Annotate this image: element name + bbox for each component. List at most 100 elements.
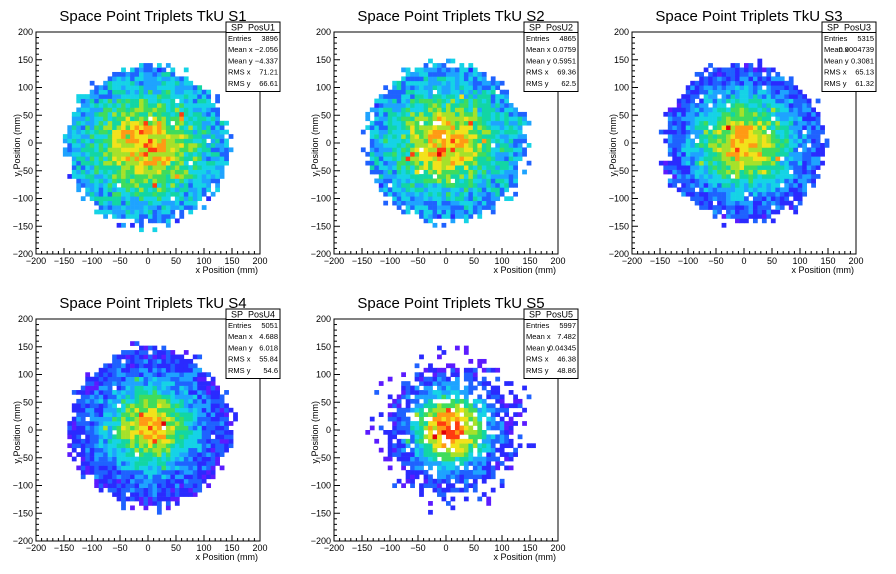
heatmap-cell [423,111,429,117]
heatmap-cell [392,125,398,130]
heatmap-cell [139,461,144,466]
heatmap-cell [183,196,189,202]
heatmap-cell [499,120,505,126]
heatmap-cell [130,165,135,170]
heatmap-cell [708,120,713,126]
heatmap-cell [472,461,478,466]
heatmap-cell [148,80,153,86]
heatmap-cell [161,381,167,386]
heatmap-cell [508,156,514,162]
heatmap-cell [477,381,483,386]
heatmap-cell [437,483,442,489]
heatmap-cell [148,103,153,108]
heatmap-cell [165,438,171,444]
heatmap-cell [437,487,442,493]
heatmap-cell [116,156,122,162]
heatmap-cell [369,416,375,422]
heatmap-cell [165,474,171,480]
heatmap-cell [784,120,790,126]
heatmap-cell [459,63,465,68]
stats-row-value: 5051 [261,321,278,330]
heatmap-cell [735,165,740,170]
heatmap-cell [130,134,135,139]
heatmap-cell [712,134,718,139]
heatmap-cell [188,94,194,99]
heatmap-cell [508,147,514,153]
heatmap-cell [98,174,104,179]
heatmap-cell [490,182,496,188]
heatmap-cell [486,147,492,153]
heatmap-cell [201,191,207,197]
heatmap-cell [463,478,469,484]
heatmap-cell [694,160,700,166]
heatmap-cell [793,169,799,175]
heatmap-cell [134,461,140,466]
heatmap-cell [712,94,718,99]
heatmap-cell [468,430,474,435]
heatmap-cell [103,165,108,170]
heatmap-cell [770,147,776,153]
heatmap-cell [775,98,781,104]
heatmap-cell [121,107,126,113]
heatmap-cell [757,94,763,99]
heatmap-cell [188,125,194,130]
x-tick-label: −100 [82,543,102,553]
heatmap-cell [98,447,104,453]
heatmap-cell [428,85,433,91]
heatmap-cell [472,465,478,471]
heatmap-cell [811,178,816,184]
heatmap-cell [450,200,456,206]
heatmap-cell [414,394,420,400]
heatmap-cell [472,80,478,86]
heatmap-cell [89,381,95,386]
heatmap-cell [143,385,149,391]
heatmap-cell [174,492,180,497]
heatmap-cell [210,394,216,400]
heatmap-cell [206,160,212,166]
heatmap-cell [143,496,149,502]
heatmap-cell [210,452,216,457]
heatmap-cell [744,196,749,202]
heatmap-cell [441,474,447,480]
heatmap-cell [410,205,415,210]
heatmap-cell [744,107,749,113]
heatmap-cell [143,438,149,444]
heatmap-cell [793,103,799,108]
heatmap-cell [112,94,117,99]
heatmap-cell [446,394,451,400]
heatmap-cell [401,94,406,99]
heatmap-cell [206,196,212,202]
heatmap-cell [752,120,758,126]
heatmap-cell [775,182,781,188]
heatmap-cell [441,385,447,391]
heatmap-cell [80,138,86,144]
heatmap-cell [392,416,398,422]
heatmap-cell [401,412,406,417]
heatmap-cell [726,116,731,122]
heatmap-cell [495,129,501,135]
heatmap-cell [401,103,406,108]
heatmap-cell [490,456,496,462]
heatmap-cell [454,381,460,386]
heatmap-cell [94,461,100,466]
heatmap-cell [468,367,474,373]
heatmap-cell [748,111,754,117]
heatmap-cell [432,71,438,77]
heatmap-cell [450,505,456,511]
heatmap-cell [139,345,144,351]
heatmap-cell [441,151,447,157]
heatmap-cell [192,403,198,409]
heatmap-cell [89,143,95,148]
heatmap-cell [486,465,492,471]
heatmap-cell [685,174,691,179]
heatmap-cell [770,151,776,157]
heatmap-cell [726,160,731,166]
heatmap-cell [170,134,176,139]
heatmap-cell [766,182,772,188]
heatmap-cell [459,398,465,404]
heatmap-cell [152,492,158,497]
y-tick-label: 50 [321,110,331,120]
heatmap-cell [76,143,82,148]
heatmap-cell [152,98,158,104]
heatmap-cell [103,160,108,166]
